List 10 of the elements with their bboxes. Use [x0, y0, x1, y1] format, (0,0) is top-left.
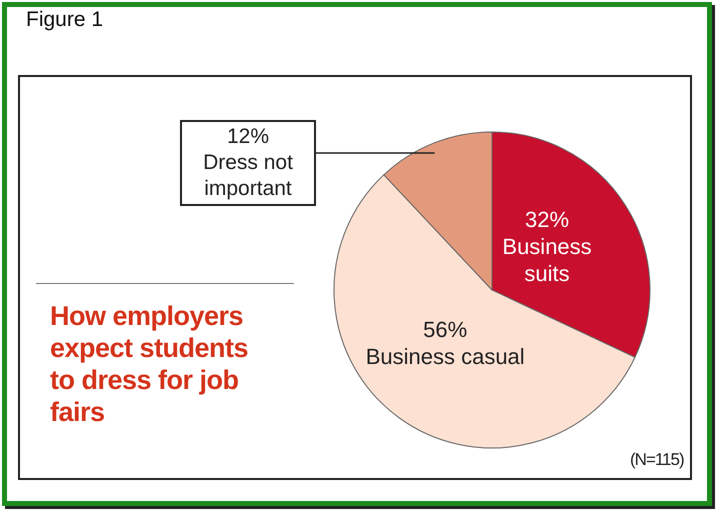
text: How employers expect students to dress for job fairs	[50, 300, 250, 428]
label-box: 12% Dress not important	[180, 120, 316, 206]
data-label: 12%	[226, 124, 270, 150]
slice-label: Business suits	[501, 233, 593, 288]
caption: Figure 1	[26, 8, 104, 32]
text: (N=115)	[630, 450, 684, 470]
data-label: 56%	[423, 316, 468, 343]
slice-label: Dress not important	[202, 150, 294, 202]
data-label: 32%	[525, 206, 570, 234]
slice-label: Business casual	[366, 342, 525, 370]
